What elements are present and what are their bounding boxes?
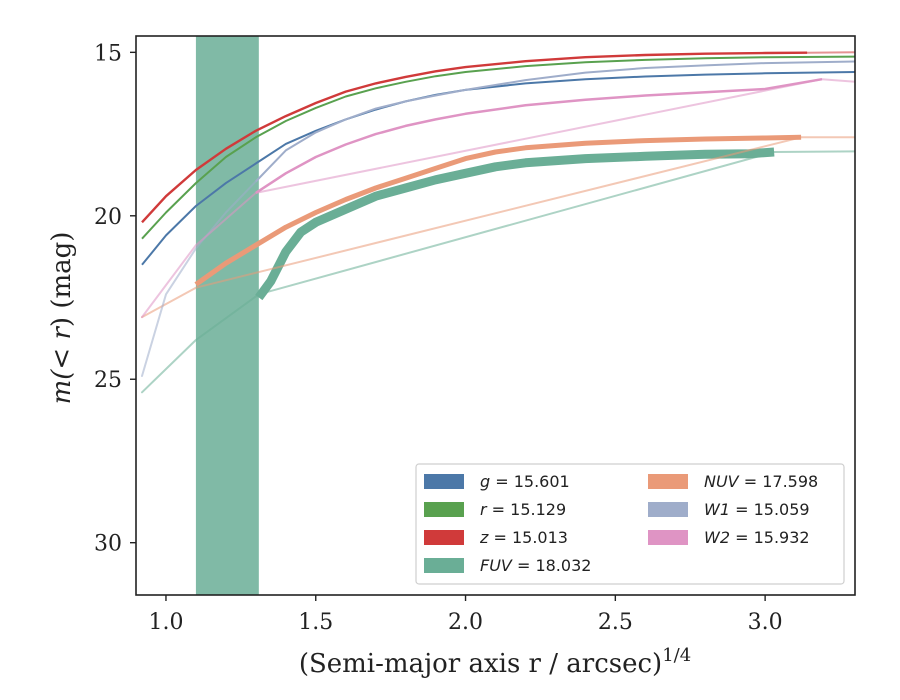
legend-label-w1: W1 = 15.059 bbox=[704, 500, 810, 519]
plot-frame bbox=[135, 35, 856, 596]
x-axis-ticks: 1.0 1.5 2.0 2.5 3.0 bbox=[148, 595, 783, 635]
legend-label-g: g = 15.601 bbox=[480, 472, 570, 491]
x-axis-label-superscript: 1/4 bbox=[662, 645, 691, 666]
legend-label-r: r = 15.129 bbox=[480, 500, 566, 519]
legend-label-w2: W2 = 15.932 bbox=[704, 528, 810, 547]
y-axis-label-math: < r bbox=[47, 326, 77, 370]
legend-swatch-fuv bbox=[424, 558, 464, 573]
legend-swatch-w1 bbox=[648, 502, 688, 517]
series-line-w2 bbox=[255, 77, 823, 194]
legend-label-fuv: FUV = 18.032 bbox=[480, 556, 591, 575]
shaded-region bbox=[195, 36, 259, 595]
x-tick-label: 3.0 bbox=[748, 610, 783, 635]
series-line-w1 bbox=[255, 60, 855, 183]
x-tick-label: 1.0 bbox=[148, 610, 183, 635]
legend-swatch-w2 bbox=[648, 530, 688, 545]
series-line-z bbox=[141, 51, 808, 224]
legend-swatch-g bbox=[424, 474, 464, 489]
y-tick-label: 15 bbox=[94, 41, 122, 66]
series-line-faded-nuv bbox=[141, 136, 855, 319]
legend-label-z: z = 15.013 bbox=[479, 528, 568, 547]
series-line-nuv bbox=[194, 134, 802, 287]
x-tick-label: 2.5 bbox=[598, 610, 633, 635]
series-line-r bbox=[141, 55, 855, 240]
series-layer bbox=[141, 51, 855, 394]
legend: g = 15.601 r = 15.129 z = 15.013 FUV = 18.0… bbox=[415, 463, 845, 585]
series-line-faded-w2 bbox=[141, 78, 855, 319]
x-axis-label: (Semi-major axis r / arcsec)1/4 bbox=[299, 645, 691, 679]
y-axis-label: m(< r) (mag) bbox=[47, 232, 77, 405]
y-tick-label: 25 bbox=[94, 368, 122, 393]
legend-label-nuv: NUV = 17.598 bbox=[704, 472, 818, 491]
legend-swatch-r bbox=[424, 502, 464, 517]
series-line-faded-w1 bbox=[141, 180, 257, 377]
shaded-region-layer bbox=[195, 36, 259, 595]
y-tick-label: 30 bbox=[94, 532, 122, 557]
legend-swatch-nuv bbox=[648, 474, 688, 489]
series-line-fuv bbox=[255, 147, 775, 301]
y-axis-label-suffix: ) (mag) bbox=[47, 232, 77, 328]
x-tick-label: 1.5 bbox=[298, 610, 333, 635]
x-tick-label: 2.0 bbox=[448, 610, 483, 635]
legend-swatch-z bbox=[424, 530, 464, 545]
legend-frame bbox=[415, 463, 845, 585]
y-tick-label: 20 bbox=[94, 205, 122, 230]
y-axis-label-prefix: m( bbox=[47, 369, 77, 405]
y-axis-ticks: 15 20 25 30 bbox=[94, 41, 136, 557]
